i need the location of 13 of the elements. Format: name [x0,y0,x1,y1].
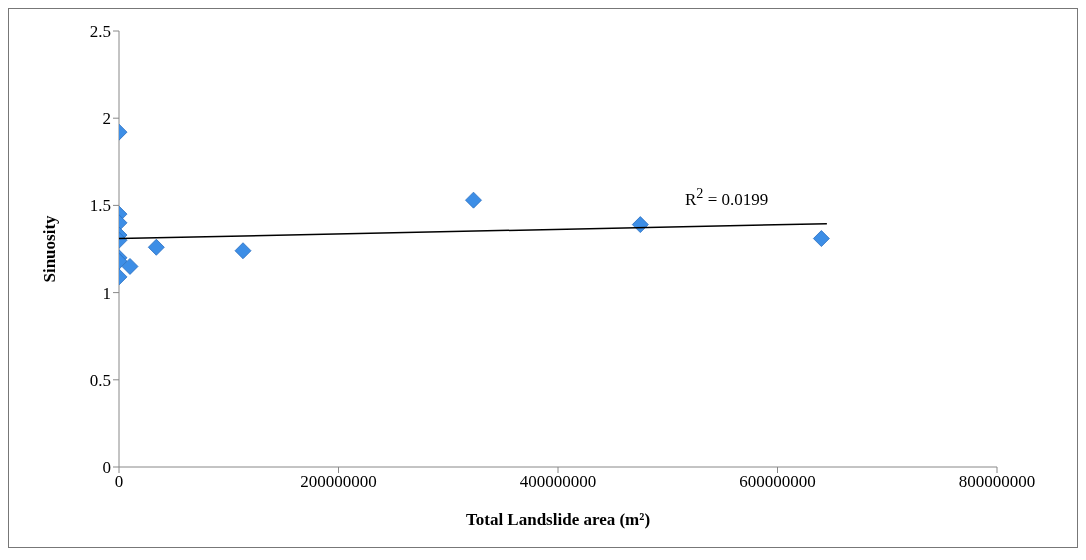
y-tick-label: 1.5 [89,196,111,216]
x-tick-label: 800000000 [958,472,1036,492]
x-tick-label: 200000000 [300,472,377,492]
annotation: R$^{2}$ = 0.0199 [685,185,769,210]
y-tick-label: 0 [102,458,111,478]
y-tick-label: 1 [102,283,111,303]
x-tick-label: 600000000 [739,472,816,492]
x-axis-title: Total Landslide area (m²) [465,510,651,529]
y-tick-label: 0.5 [89,370,111,390]
y-axis-title: Sinuosity [40,214,60,283]
y-tick-label: 2.5 [89,22,111,42]
x-tick-label: 400000000 [519,472,597,492]
y-tick-label: 2 [102,109,111,129]
